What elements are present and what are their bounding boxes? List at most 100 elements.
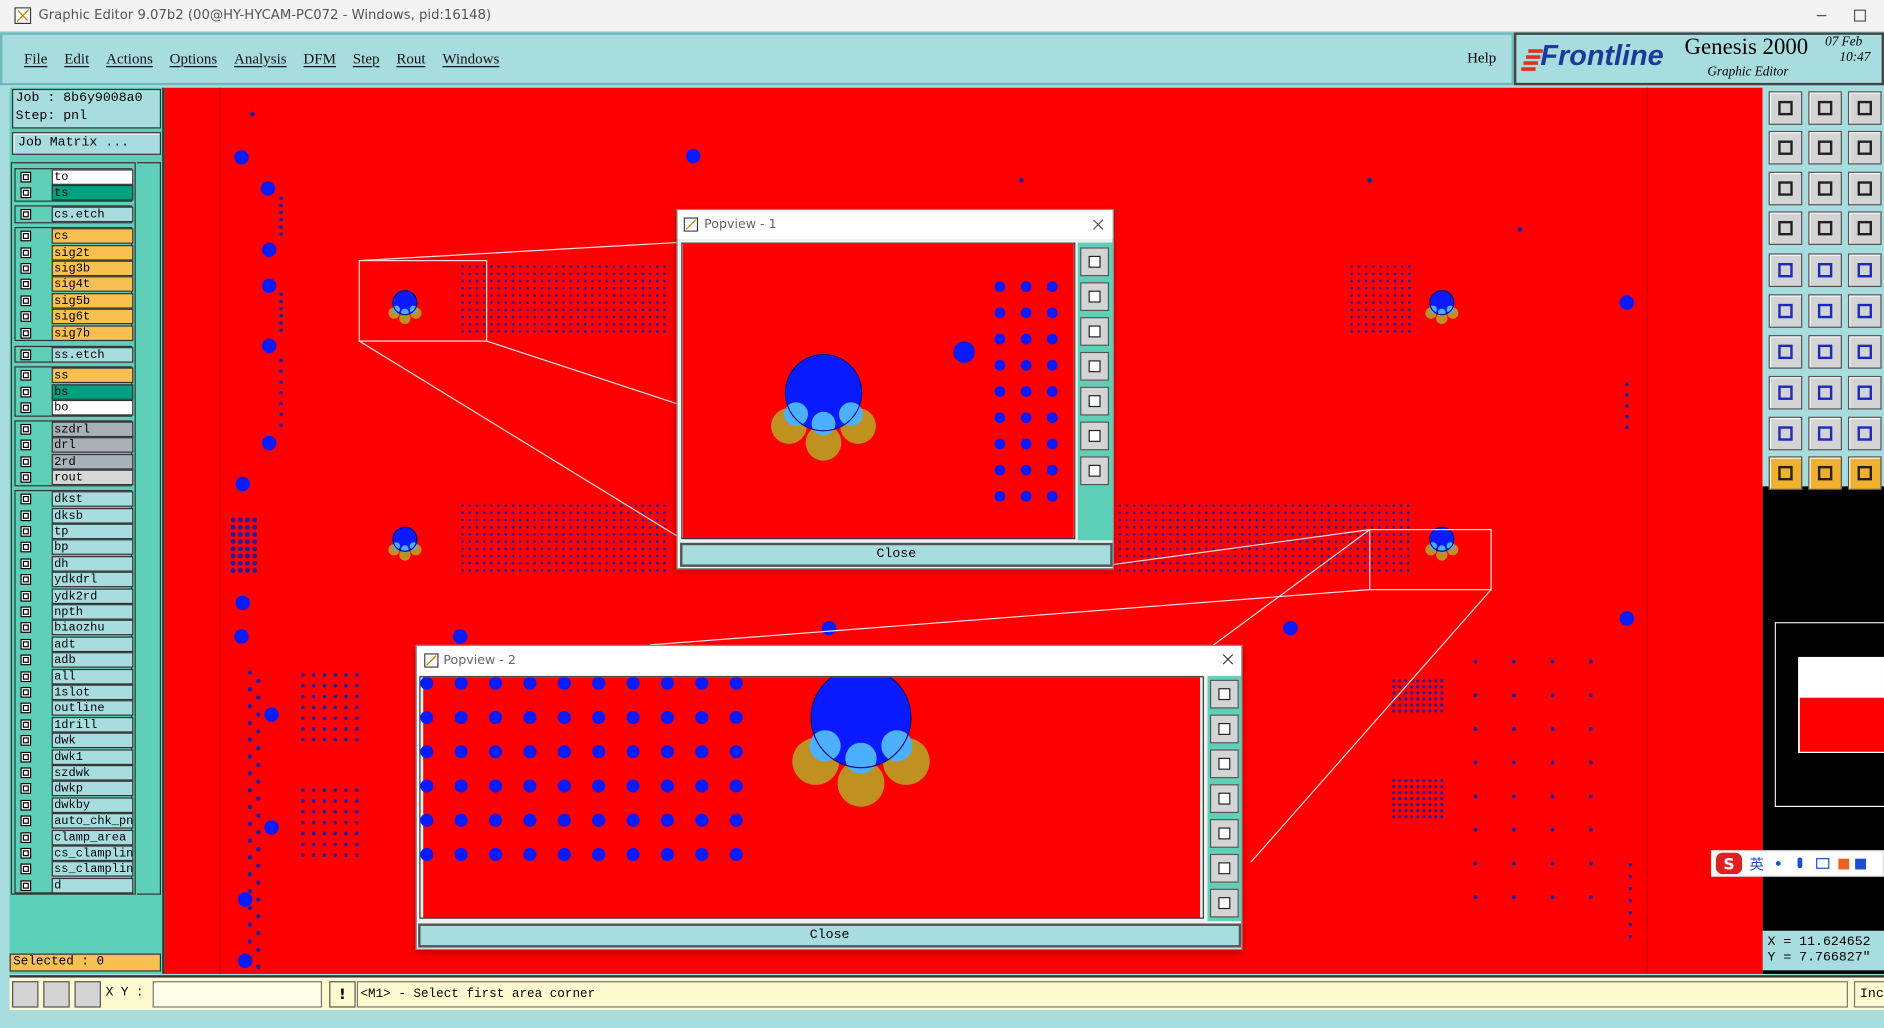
layer-row[interactable]: ss_clampline — [16, 861, 134, 878]
layer-row[interactable]: dwkby — [16, 797, 134, 813]
layer-row[interactable]: rout — [16, 469, 134, 486]
menu-item[interactable]: Step — [352, 49, 380, 67]
ime-bar[interactable]: S 英 — [1710, 850, 1884, 877]
layer-row[interactable]: szdwk — [16, 764, 134, 781]
popview-close-x[interactable] — [1092, 219, 1104, 231]
layer-row[interactable]: sig5b — [16, 292, 134, 309]
layer-row[interactable]: dwkp — [16, 781, 134, 797]
layer-row[interactable]: tp — [16, 523, 134, 540]
layer-row[interactable]: auto_chk_pnl — [16, 813, 134, 829]
tool-button[interactable] — [1847, 91, 1882, 125]
layer-row[interactable]: d — [16, 877, 134, 894]
popview-tool[interactable] — [1080, 456, 1110, 486]
tool-button[interactable] — [1768, 416, 1803, 451]
layer-row[interactable]: ts — [16, 185, 134, 202]
layer-row[interactable]: sig3b — [16, 260, 134, 277]
popview-tool[interactable] — [1209, 749, 1239, 779]
tool-button[interactable] — [1808, 335, 1842, 369]
layer-row[interactable]: 2rd — [16, 453, 134, 470]
popview-tool[interactable] — [1209, 714, 1239, 744]
layer-row[interactable]: drl — [16, 437, 134, 454]
layer-row[interactable]: dwk — [16, 732, 134, 749]
popview-tool[interactable] — [1209, 819, 1239, 848]
layer-row[interactable]: sig6t — [16, 308, 134, 325]
tool-button[interactable] — [1808, 375, 1842, 410]
alert-button[interactable]: ! — [329, 981, 356, 1008]
xy-input[interactable] — [152, 981, 323, 1008]
menu-item[interactable]: Rout — [396, 49, 426, 67]
tool-button[interactable] — [1808, 416, 1842, 451]
layer-row[interactable]: cs — [16, 228, 134, 245]
layer-row[interactable]: to — [16, 169, 134, 185]
layer-row[interactable]: szdrl — [16, 421, 134, 438]
tool-button[interactable] — [1808, 130, 1842, 165]
layer-row[interactable]: cs.etch — [16, 206, 134, 223]
tool-button[interactable] — [1847, 130, 1882, 165]
popview-tool[interactable] — [1209, 784, 1239, 814]
layer-row[interactable]: ydkdrl — [16, 571, 134, 588]
layer-row[interactable]: dh — [16, 555, 134, 572]
tool-button[interactable] — [1768, 335, 1803, 369]
popview-tool[interactable] — [1080, 282, 1110, 312]
status-button[interactable] — [74, 981, 101, 1008]
layer-row[interactable]: dksb — [16, 507, 134, 524]
popview-tool[interactable] — [1080, 386, 1110, 416]
menu-item[interactable]: Edit — [64, 49, 90, 67]
tool-button[interactable] — [1847, 416, 1882, 451]
tool-button[interactable] — [1808, 211, 1842, 245]
overview-map[interactable] — [1774, 622, 1884, 808]
window-controls[interactable] — [1814, 7, 1874, 24]
popview-tool[interactable] — [1080, 247, 1110, 277]
menu-item[interactable]: Actions — [106, 49, 153, 67]
layer-row[interactable]: npth — [16, 604, 134, 620]
popview-tool[interactable] — [1080, 421, 1110, 451]
menu-item[interactable]: DFM — [303, 49, 336, 67]
layer-row[interactable]: sig2t — [16, 244, 134, 261]
menu-item[interactable]: Windows — [442, 49, 500, 67]
layer-row[interactable]: clamp_area — [16, 829, 134, 845]
tool-button[interactable] — [1768, 253, 1803, 288]
scrollbar[interactable] — [136, 162, 162, 895]
layer-row[interactable]: ss — [16, 367, 134, 384]
layer-row[interactable]: bp — [16, 539, 134, 556]
job-matrix-button[interactable]: Job Matrix ... — [12, 132, 162, 155]
tool-button[interactable] — [1847, 335, 1882, 369]
close-button[interactable]: Close — [418, 923, 1242, 948]
tool-button[interactable] — [1808, 253, 1842, 288]
tool-button[interactable] — [1768, 171, 1803, 206]
layer-row[interactable]: adb — [16, 652, 134, 668]
tool-button[interactable] — [1768, 211, 1803, 245]
layer-row[interactable]: ss.etch — [16, 346, 134, 363]
tool-button[interactable] — [1847, 456, 1882, 490]
tool-button[interactable] — [1847, 294, 1882, 328]
layer-row[interactable]: dwk1 — [16, 748, 134, 765]
popview-tool[interactable] — [1209, 853, 1239, 883]
layer-row[interactable]: sig4t — [16, 276, 134, 293]
layer-row[interactable]: bo — [16, 400, 134, 416]
layer-row[interactable]: 1slot — [16, 684, 134, 701]
tool-button[interactable] — [1768, 456, 1803, 490]
layer-row[interactable]: adt — [16, 636, 134, 652]
menu-item[interactable]: Analysis — [234, 49, 287, 67]
tool-button[interactable] — [1808, 171, 1842, 206]
status-button[interactable] — [12, 981, 39, 1008]
layer-row[interactable]: cs_clampline — [16, 845, 134, 862]
layer-row[interactable]: dkst — [16, 491, 134, 508]
close-button[interactable]: Close — [680, 542, 1113, 567]
layer-row[interactable]: biaozhu — [16, 620, 134, 636]
menu-item[interactable]: Options — [169, 49, 218, 67]
menu-help[interactable]: Help — [1467, 49, 1497, 67]
layer-row[interactable]: outline — [16, 700, 134, 717]
menu-item[interactable]: File — [24, 49, 48, 67]
tool-button[interactable] — [1768, 375, 1803, 410]
layer-row[interactable]: all — [16, 668, 134, 685]
layer-row[interactable]: sig7b — [16, 324, 134, 341]
tool-button[interactable] — [1808, 91, 1842, 125]
tool-button[interactable] — [1847, 171, 1882, 206]
tool-button[interactable] — [1768, 130, 1803, 165]
tool-button[interactable] — [1847, 211, 1882, 245]
layer-row[interactable]: ydk2rd — [16, 587, 134, 604]
tool-button[interactable] — [1808, 294, 1842, 328]
tool-button[interactable] — [1847, 253, 1882, 288]
popview-tool[interactable] — [1209, 888, 1239, 918]
